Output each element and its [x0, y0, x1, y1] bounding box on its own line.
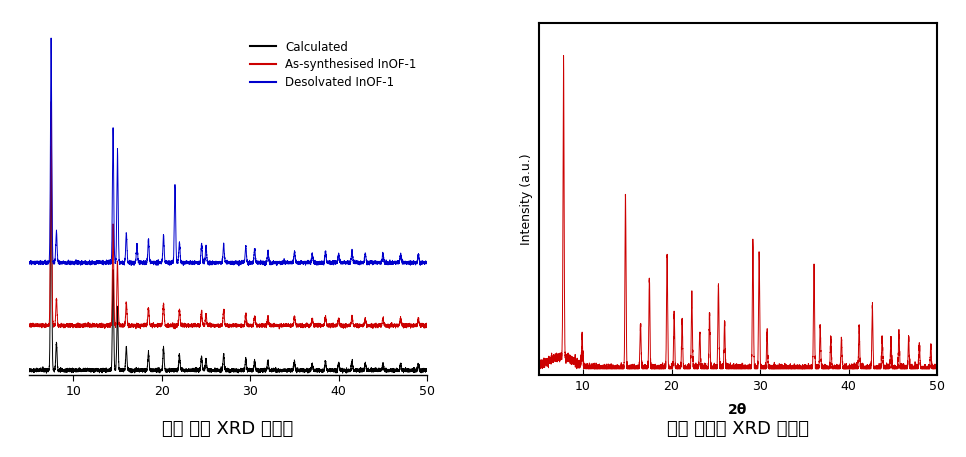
Text: 재현 합성된 XRD 데이터: 재현 합성된 XRD 데이터	[667, 420, 809, 438]
Y-axis label: Intensity (a.u.): Intensity (a.u.)	[521, 153, 533, 244]
Text: 2θ: 2θ	[728, 403, 748, 417]
Text: 참조 문헌 XRD 데이터: 참조 문헌 XRD 데이터	[162, 420, 294, 438]
Legend: Calculated, As-synthesised InOF-1, Desolvated InOF-1: Calculated, As-synthesised InOF-1, Desol…	[245, 36, 421, 94]
